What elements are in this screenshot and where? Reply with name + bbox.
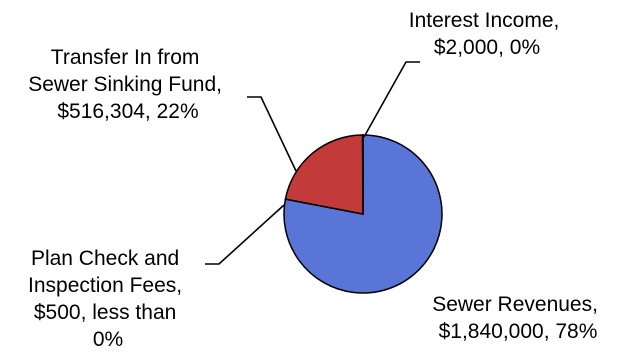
label-line: $516,304, 22%	[57, 100, 198, 123]
label-line: 0%	[93, 328, 123, 351]
label-line: Interest Income,	[409, 9, 560, 32]
label-line: Sewer Sinking Fund,	[28, 73, 222, 96]
leader-line-plan-check	[205, 204, 285, 265]
label-line: $500, less than	[34, 301, 176, 324]
slice-label-sewer-revenues: Sewer Revenues, $1,840,000, 78%	[432, 293, 604, 343]
label-line: Plan Check and	[31, 247, 179, 270]
pie-slices	[283, 134, 443, 294]
leader-line-transfer-in	[247, 96, 297, 172]
leader-line-interest-income	[363, 61, 420, 138]
slice-label-transfer-in: Transfer In from Sewer Sinking Fund, $51…	[28, 46, 228, 123]
label-line: Sewer Revenues,	[432, 293, 598, 316]
leader-lines	[205, 61, 420, 265]
label-line: Inspection Fees,	[28, 274, 182, 297]
pie-slice-transfer-in	[284, 134, 364, 215]
slice-label-plan-check: Plan Check and Inspection Fees, $500, le…	[28, 247, 188, 351]
slice-label-interest-income: Interest Income, $2,000, 0%	[409, 9, 565, 59]
label-line: $2,000, 0%	[434, 36, 540, 59]
label-line: $1,840,000, 78%	[439, 320, 598, 343]
label-line: Transfer In from	[51, 46, 200, 69]
